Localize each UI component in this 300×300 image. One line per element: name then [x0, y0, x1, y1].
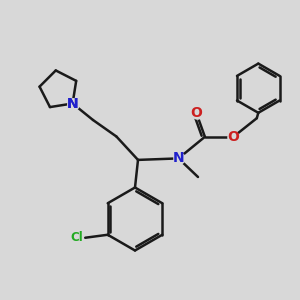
Text: N: N [67, 97, 78, 110]
Text: Cl: Cl [70, 231, 83, 244]
Text: N: N [173, 152, 184, 165]
Text: O: O [227, 130, 239, 144]
Text: N: N [67, 97, 78, 110]
Text: O: O [190, 106, 202, 120]
